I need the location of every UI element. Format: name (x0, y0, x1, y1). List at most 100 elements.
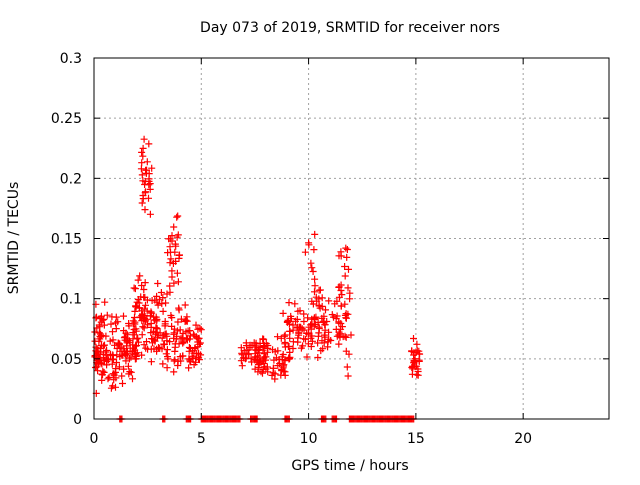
data-point (154, 301, 162, 309)
data-point (138, 282, 146, 289)
data-point (179, 330, 187, 337)
data-point (132, 352, 140, 360)
data-point (175, 254, 183, 262)
data-point (146, 312, 154, 320)
data-point (415, 357, 423, 365)
data-point (174, 231, 182, 239)
data-point (315, 286, 323, 294)
data-point (109, 352, 117, 359)
data-point (280, 367, 288, 375)
data-point (163, 290, 171, 298)
data-point (170, 279, 178, 287)
data-point (238, 362, 246, 370)
data-point (333, 297, 341, 305)
data-point (195, 356, 203, 364)
data-point (245, 350, 253, 358)
data-point (264, 348, 271, 356)
data-point (345, 265, 352, 273)
data-point (271, 375, 279, 383)
data-point (138, 331, 146, 339)
data-point (293, 315, 301, 323)
data-point (98, 376, 106, 384)
data-point (342, 333, 350, 341)
data-point (110, 370, 118, 378)
data-point (161, 320, 169, 328)
data-point (311, 275, 319, 283)
data-point (175, 304, 183, 312)
data-point (168, 232, 176, 240)
data-point (134, 334, 142, 342)
data-point (186, 335, 194, 343)
data-point (144, 321, 151, 329)
data-point (310, 322, 318, 330)
x-tick-label: 5 (197, 431, 206, 447)
data-point (150, 316, 158, 324)
data-point (97, 356, 105, 364)
data-point (314, 318, 322, 326)
data-point (167, 312, 175, 319)
data-point (305, 239, 313, 247)
y-tick-label: 0.1 (60, 292, 82, 308)
data-point (173, 269, 181, 277)
data-point (337, 248, 345, 256)
data-point (93, 360, 101, 368)
data-point (311, 282, 319, 290)
data-point (337, 325, 345, 333)
data-point (259, 346, 267, 354)
data-point (91, 337, 99, 345)
data-point (96, 315, 104, 323)
data-point (159, 360, 167, 368)
data-point (325, 328, 333, 336)
data-point (142, 301, 149, 309)
data-point (133, 335, 141, 343)
data-point (112, 368, 119, 376)
data-point (147, 329, 155, 337)
data-point (255, 358, 263, 366)
data-point (279, 309, 287, 317)
data-point (335, 340, 343, 348)
data-point (285, 343, 293, 350)
y-tick-label: 0.25 (51, 111, 82, 127)
x-axis-label: GPS time / hours (291, 458, 408, 474)
data-point (140, 341, 148, 349)
data-point (341, 263, 349, 270)
data-point (343, 363, 351, 371)
data-point (155, 344, 162, 351)
data-point (133, 349, 141, 357)
data-point (343, 253, 351, 261)
data-point (97, 344, 105, 352)
data-point (166, 338, 174, 346)
data-point (252, 343, 260, 351)
data-point (264, 342, 272, 349)
data-point (139, 144, 147, 152)
data-point (196, 339, 204, 347)
data-point (139, 177, 147, 185)
data-point (315, 301, 323, 309)
data-point (312, 293, 320, 301)
data-point (115, 363, 123, 371)
data-point (129, 375, 136, 383)
data-point (141, 293, 149, 301)
data-point (153, 325, 161, 333)
data-point (109, 382, 117, 390)
data-point (335, 283, 343, 291)
data-point (238, 349, 246, 357)
data-point (291, 300, 299, 308)
data-point (111, 341, 119, 349)
data-point (194, 343, 202, 351)
data-point (168, 267, 176, 275)
data-point (188, 347, 196, 355)
data-point (138, 159, 146, 167)
data-point (314, 332, 322, 340)
data-point (197, 326, 205, 334)
data-point (107, 320, 115, 328)
data-point (164, 353, 171, 361)
data-point (303, 353, 311, 361)
data-point (184, 327, 192, 335)
data-point (415, 347, 423, 355)
x-tick-label: 10 (300, 431, 318, 447)
data-point (307, 334, 315, 342)
data-point (139, 152, 147, 160)
data-point (273, 354, 280, 362)
data-point (274, 333, 281, 341)
